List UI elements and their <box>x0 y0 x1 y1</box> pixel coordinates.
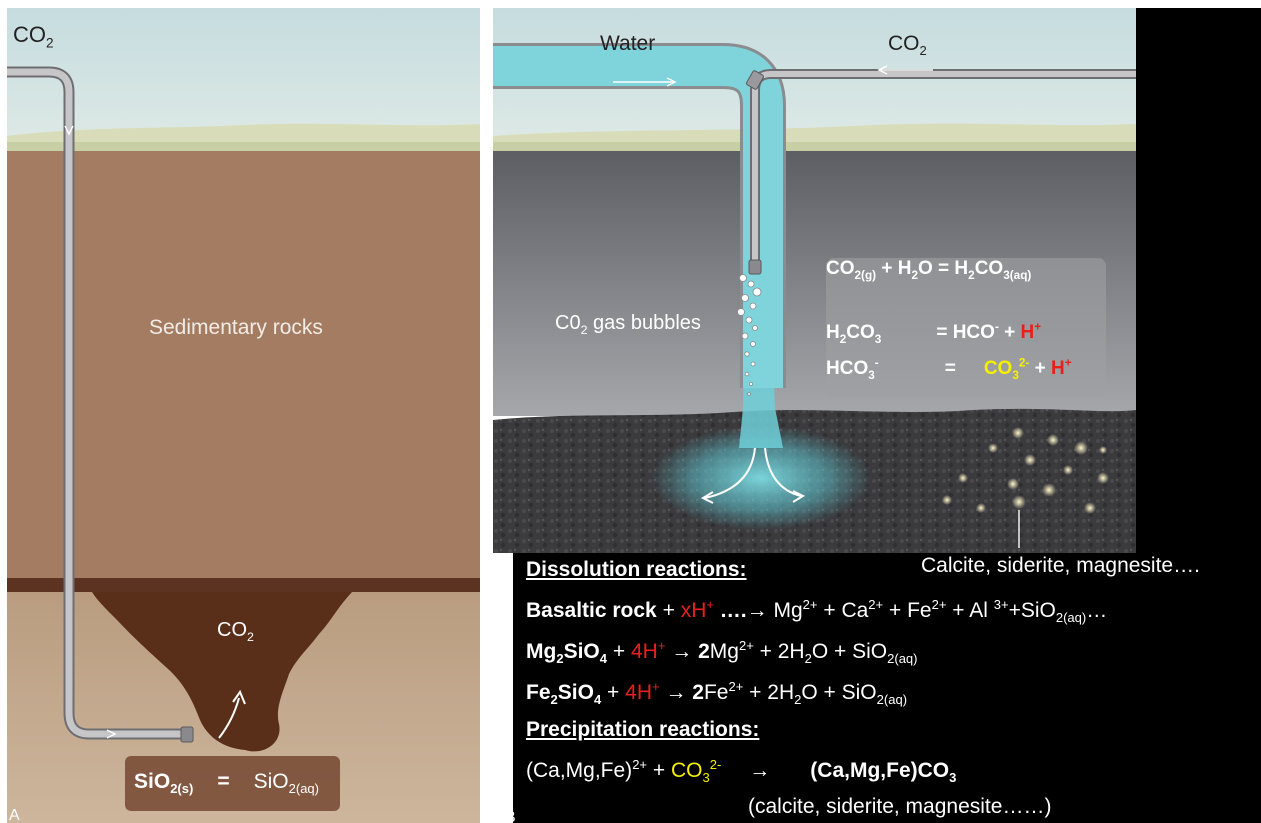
carbonate-precipitation-reaction: (Ca,Mg,Fe)2+ + CO32- → (Ca,Mg,Fe)CO3 <box>526 757 957 786</box>
mineral-sparkles <box>942 427 1109 514</box>
water-label: Water <box>600 32 656 55</box>
precipitation-note: (calcite, siderite, magnesite……) <box>748 795 1052 818</box>
sedimentary-layer <box>7 151 480 583</box>
basalt-dissolution-reaction: Basaltic rock + xH+ ….→ Mg2+ + Ca2+ + Fe… <box>526 597 1108 626</box>
gas-bubbles-label: C02 gas bubbles <box>555 312 701 337</box>
black-side-region <box>1136 8 1261 553</box>
co2-flow-arrowhead <box>877 65 888 75</box>
carbonic-acid-equation: CO2(g) + H2O = H2CO3(aq) <box>826 258 1032 282</box>
co2-label-b: CO2 <box>888 32 927 59</box>
silica-equation: SiO2(s) = SiO2(aq) <box>134 770 320 797</box>
carbonate-equation: HCO3- = CO32- + H+ <box>826 356 1072 382</box>
equation-box <box>826 258 1106 398</box>
flow-arrow-right <box>106 729 117 739</box>
water-dispersion-glow <box>651 426 871 530</box>
co2-plume <box>92 592 352 752</box>
co2-top-label: CO2 <box>13 22 54 51</box>
water-flow-arrowhead <box>666 77 677 87</box>
co2-nozzle <box>748 259 762 275</box>
equation-shadow-box <box>125 756 340 811</box>
panel-b-letter: B <box>505 809 516 823</box>
plume-co2-label: CO2 <box>217 619 254 644</box>
dispersion-arrowhead-left <box>700 491 714 504</box>
flow-arrow-down <box>64 125 74 136</box>
panel-b: Water CO2 C02 gas bubbles CO2(g) + H2O =… <box>493 8 1261 823</box>
pipe-nozzle <box>180 726 194 743</box>
bicarbonate-equation: H2CO3 = HCO- + H+ <box>826 320 1042 346</box>
sedimentary-rocks-label: Sedimentary rocks <box>149 316 323 339</box>
reactions-box <box>513 553 1261 823</box>
ground-surface-a <box>7 142 480 152</box>
precipitation-heading: Precipitation reactions: <box>526 718 760 741</box>
panel-a-letter: A <box>9 807 20 823</box>
dispersion-arrow-right <box>764 447 802 497</box>
ground-surface-b <box>493 142 1136 152</box>
dissolution-heading: Dissolution reactions: <box>526 558 747 581</box>
fayalite-dissolution-reaction: Fe2SiO4 + 4H+ → 2Fe2+ + 2H2O + SiO2(aq) <box>526 679 908 708</box>
panel-b-illustration <box>493 8 1261 823</box>
co2-bubbles <box>737 274 762 396</box>
plume-rise-arrowhead <box>232 689 246 705</box>
dispersion-arrowhead-right <box>792 490 806 503</box>
panel-a: CO2 Sedimentary rocks CO2 SiO2(s) = SiO2(a… <box>7 8 480 823</box>
panel-a-illustration <box>7 8 480 823</box>
pipe-joint <box>746 70 764 90</box>
forsterite-dissolution-reaction: Mg2SiO4 + 4H+ → 2Mg2+ + 2H2O + SiO2(aq) <box>526 638 918 667</box>
sky-a <box>7 8 480 143</box>
injection-pipe <box>7 68 183 738</box>
minerals-callout: Calcite, siderite, magnesite…. <box>921 554 1200 577</box>
plume-rise-arrow <box>218 697 240 739</box>
dispersion-arrow-left <box>704 447 756 499</box>
caprock-band <box>7 578 480 592</box>
